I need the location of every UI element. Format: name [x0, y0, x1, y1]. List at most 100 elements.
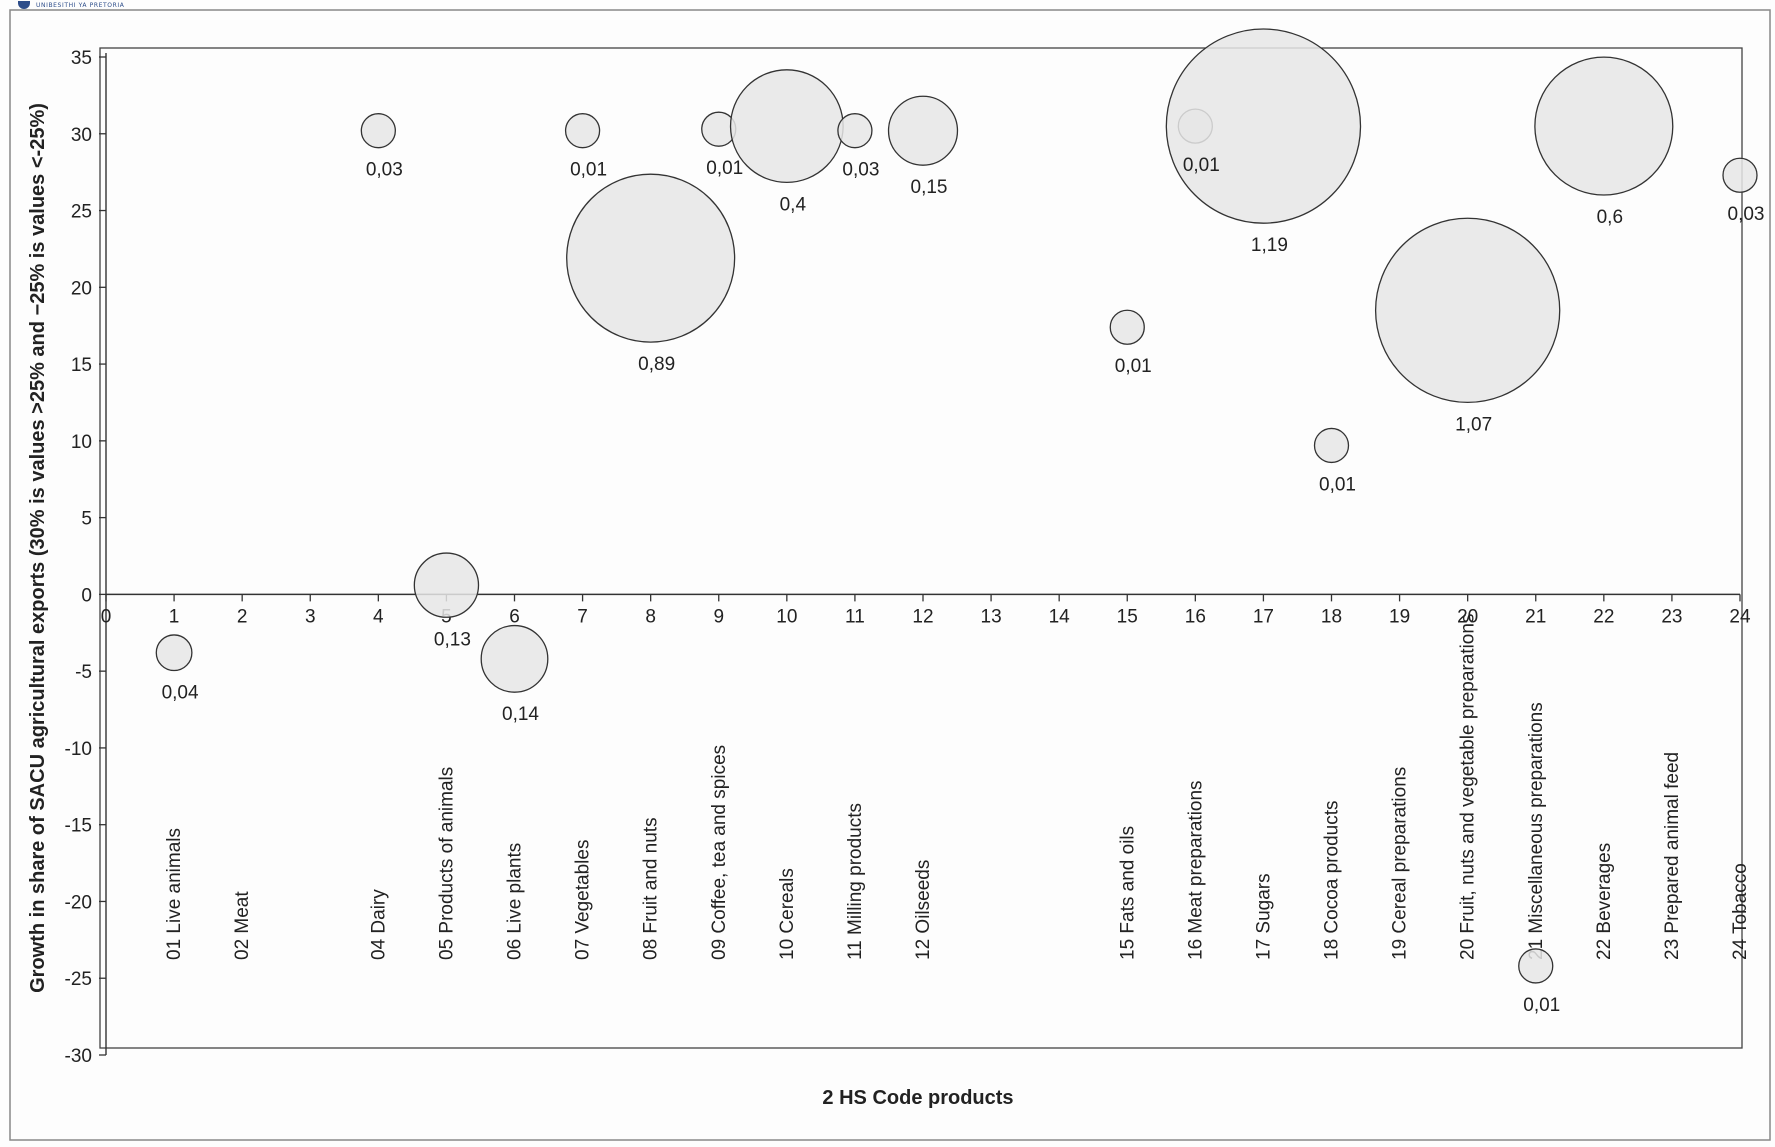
x-tick-label: 1 [169, 606, 180, 627]
category-label: 22 Beverages [1594, 843, 1615, 960]
category-label: 05 Products of animals [436, 767, 457, 960]
category-label: 08 Fruit and nuts [641, 817, 662, 960]
x-tick-label: 15 [1117, 606, 1138, 627]
bubble-value-label: 0,01 [1183, 155, 1220, 176]
plot-frame [99, 47, 1743, 1049]
bubble [1313, 427, 1350, 464]
x-tick-label: 6 [509, 606, 520, 627]
bubble [729, 69, 844, 184]
bubble [480, 624, 549, 693]
x-tick-label: 22 [1593, 606, 1614, 627]
category-label: 06 Live plants [505, 843, 526, 960]
x-tick-label: 0 [101, 606, 112, 627]
bubble [1722, 157, 1758, 193]
y-tick-label: -20 [65, 892, 92, 913]
category-label: 12 Oilseeds [913, 860, 934, 960]
y-tick-label: 5 [81, 509, 92, 530]
bubble [413, 552, 480, 618]
bubble-value-label: 1,19 [1251, 235, 1288, 256]
category-label: 04 Dairy [368, 889, 389, 960]
y-tick-label: 20 [71, 278, 92, 299]
x-tick-label: 14 [1049, 606, 1071, 627]
category-label: 16 Meat preparations [1185, 780, 1206, 960]
y-tick-label: 35 [71, 48, 92, 69]
bubble-value-label: 0,14 [502, 704, 539, 725]
bubble-value-label: 0,03 [366, 160, 403, 181]
category-label: 07 Vegetables [573, 840, 594, 960]
bubble [155, 634, 193, 672]
category-label: 11 Milling products [845, 803, 866, 960]
x-tick-label: 8 [645, 606, 656, 627]
category-label: 09 Coffee, tea and spices [709, 745, 730, 960]
x-tick-label: 12 [912, 606, 933, 627]
x-axis-title: 2 HS Code products [822, 1087, 1013, 1109]
bubble [1165, 28, 1362, 224]
bubble-value-label: 0,01 [570, 160, 607, 181]
bubble-value-label: 0,04 [162, 683, 199, 704]
category-label: 15 Fats and oils [1117, 826, 1138, 960]
x-tick-label: 23 [1661, 606, 1682, 627]
bubble-value-label: 0,01 [1115, 356, 1152, 377]
university-logo: UNIBESITHI YA PRETORIA [18, 0, 124, 10]
category-label: 17 Sugars [1253, 873, 1274, 960]
bubble-value-label: 0,03 [842, 160, 879, 181]
y-tick-label: -10 [65, 739, 92, 760]
x-tick-label: 7 [577, 606, 588, 627]
x-tick-label: 21 [1525, 606, 1546, 627]
bubble-value-label: 0,4 [780, 194, 807, 215]
x-tick-label: 20 [1457, 606, 1478, 627]
bubble-value-label: 1,07 [1455, 414, 1492, 435]
category-label: 23 Prepared animal feed [1662, 752, 1683, 960]
x-tick-label: 2 [237, 606, 248, 627]
bubble-value-label: 0,15 [911, 177, 948, 198]
bubble-value-label: 0,89 [638, 354, 675, 375]
x-tick-label: 16 [1185, 606, 1206, 627]
x-tick-label: 18 [1321, 606, 1342, 627]
crest-icon [18, 1, 30, 9]
x-tick-label: 13 [981, 606, 1002, 627]
bubble [566, 173, 736, 343]
category-label: 21 Miscellaneous preparations [1526, 702, 1547, 960]
logo-text: UNIBESITHI YA PRETORIA [36, 1, 125, 9]
bubble [360, 113, 396, 149]
bubbles [155, 28, 1758, 984]
bubble-value-label: 0,01 [706, 158, 743, 179]
y-tick-label: 10 [71, 432, 92, 453]
bubble [837, 113, 873, 149]
category-label: 02 Meat [232, 891, 253, 960]
bubble-value-label: 0,01 [1523, 995, 1560, 1016]
y-tick-label: -30 [65, 1046, 92, 1067]
y-tick-label: -15 [65, 816, 92, 837]
category-label: 20 Fruit, nuts and vegetable preparation… [1458, 614, 1479, 960]
bubble [1374, 217, 1561, 404]
category-labels: 01 Live animals 02 Meat 04 Dairy 05 Product… [164, 614, 1751, 960]
y-tick-label: -25 [65, 969, 92, 990]
category-label: 18 Cocoa products [1322, 801, 1343, 961]
x-tick-label: 3 [305, 606, 316, 627]
x-tick-label: 9 [713, 606, 724, 627]
y-tick-label: 0 [81, 585, 92, 606]
bubble [1518, 948, 1554, 984]
y-tick-label: -5 [75, 662, 92, 683]
category-label: 24 Tobacco [1730, 863, 1751, 960]
bubble-value-label: 0,13 [434, 629, 471, 650]
bubble [564, 113, 601, 149]
category-label: 19 Cereal preparations [1390, 767, 1411, 960]
x-tick-label: 19 [1389, 606, 1410, 627]
x-tick-label: 10 [776, 606, 797, 627]
y-axis-title: Growth in share of SACU agricultural exp… [27, 103, 49, 993]
x-tick-label: 17 [1253, 606, 1274, 627]
y-tick-label: 15 [71, 355, 92, 376]
x-tick-label: 24 [1729, 606, 1751, 627]
x-tick-label: 4 [373, 606, 384, 627]
bubble [1534, 56, 1674, 196]
outer-frame [9, 9, 1771, 1141]
bubble-value-label: 0,01 [1319, 474, 1356, 495]
category-label: 10 Cereals [777, 868, 798, 960]
bubble [887, 95, 959, 166]
bubble [1109, 309, 1145, 345]
bubble-value-label: 0,03 [1728, 204, 1765, 225]
y-tick-label: 30 [71, 125, 92, 146]
